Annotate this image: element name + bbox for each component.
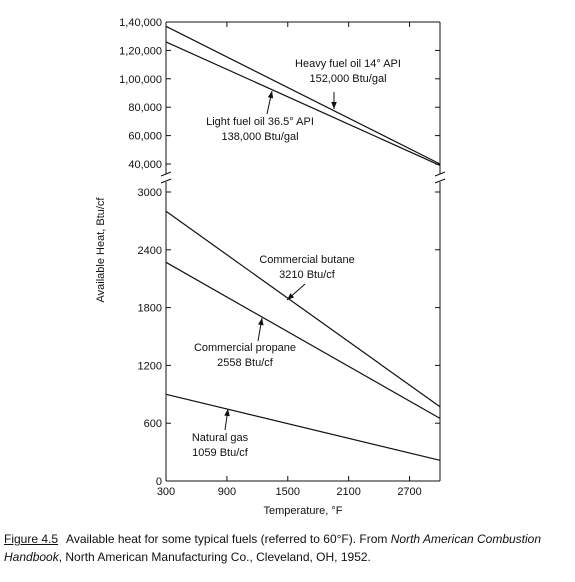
series-label-line: 2558 Btu/cf bbox=[217, 357, 274, 369]
series-label-line: Commercial butane bbox=[259, 254, 354, 266]
series-annotation-3: Commercial butane 3210 Btu/cf bbox=[259, 254, 355, 301]
x-tick-label: 900 bbox=[218, 486, 236, 498]
y-tick-label-lower: 2400 bbox=[138, 245, 162, 257]
series-annotation-1: Heavy fuel oil 14° API 152,000 Btu/gal bbox=[295, 58, 401, 109]
series-annotation-4: Commercial propane 2558 Btu/cf bbox=[194, 317, 296, 369]
series-label-line: 152,000 Btu/gal bbox=[309, 73, 386, 85]
y-tick-label-upper: 60,000 bbox=[128, 131, 162, 143]
figure-caption: Figure 4.5 Available heat for some typica… bbox=[4, 530, 564, 566]
y-tick-label-upper: 1,40,000 bbox=[119, 17, 162, 29]
series-line-5 bbox=[165, 393, 441, 461]
annotation-arrow-head bbox=[287, 293, 295, 300]
break-stroke bbox=[160, 178, 172, 184]
series-label-line: Light fuel oil 36.5° API bbox=[206, 116, 314, 128]
y-tick-label-lower: 1200 bbox=[138, 360, 162, 372]
axis-break-mark-left bbox=[160, 171, 172, 184]
series-label-line: Heavy fuel oil 14° API bbox=[295, 58, 401, 70]
annotation-arrow-head bbox=[267, 91, 274, 99]
series-line-4 bbox=[165, 261, 441, 419]
y-tick-label-lower: 1800 bbox=[138, 303, 162, 315]
y-tick-label-lower: 600 bbox=[144, 418, 162, 430]
y-tick-label-upper: 1,00,000 bbox=[119, 74, 162, 86]
chart-svg: 300 900 1500 2100 2700 1,40,000 1,20,000 1,00,0… bbox=[95, 17, 446, 517]
break-stroke bbox=[434, 171, 446, 177]
x-tick-label: 300 bbox=[157, 486, 175, 498]
x-tick-label: 1500 bbox=[276, 486, 300, 498]
caption-text-2: , North American Manufacturing Co., Clev… bbox=[58, 550, 371, 564]
series-annotation-5: Natural gas 1059 Btu/cf bbox=[192, 408, 249, 459]
figure-label: Figure 4.5 bbox=[4, 532, 59, 546]
break-stroke bbox=[434, 178, 446, 184]
y-tick-label-upper: 80,000 bbox=[128, 102, 162, 114]
series-label-line: Commercial propane bbox=[194, 342, 296, 354]
x-tick-label: 2100 bbox=[336, 486, 360, 498]
annotation-arrow-head bbox=[258, 318, 264, 326]
series-label-line: 1059 Btu/cf bbox=[192, 447, 249, 459]
caption-source: North American Combustion Handbook bbox=[4, 532, 542, 564]
chart-figure: 300 900 1500 2100 2700 1,40,000 1,20,000 1,00,0… bbox=[95, 17, 446, 517]
y-tick-label-lower: 3000 bbox=[138, 187, 162, 199]
y-tick-label-lower: 0 bbox=[156, 476, 162, 488]
series-label-line: Natural gas bbox=[192, 432, 249, 444]
series-label-line: 138,000 Btu/gal bbox=[221, 131, 298, 143]
annotation-arrow-head bbox=[224, 409, 230, 417]
break-stroke bbox=[160, 171, 172, 177]
x-axis-title: Temperature, °F bbox=[264, 505, 343, 517]
series-line-3 bbox=[165, 210, 441, 408]
caption-text-1: Available heat for some typical fuels (r… bbox=[66, 532, 391, 546]
y-tick-label-upper: 40,000 bbox=[128, 159, 162, 171]
annotation-arrow-head bbox=[331, 102, 337, 109]
series-line-2 bbox=[165, 41, 441, 166]
series-label-line: 3210 Btu/cf bbox=[279, 269, 336, 281]
axis-break-mark-right bbox=[434, 171, 446, 184]
series-line-1 bbox=[165, 25, 441, 165]
y-axis-title: Available Heat, Btu/cf bbox=[95, 197, 107, 303]
series-annotation-2: Light fuel oil 36.5° API 138,000 Btu/gal bbox=[206, 90, 314, 143]
x-tick-label: 2700 bbox=[397, 486, 421, 498]
y-tick-label-upper: 1,20,000 bbox=[119, 45, 162, 57]
